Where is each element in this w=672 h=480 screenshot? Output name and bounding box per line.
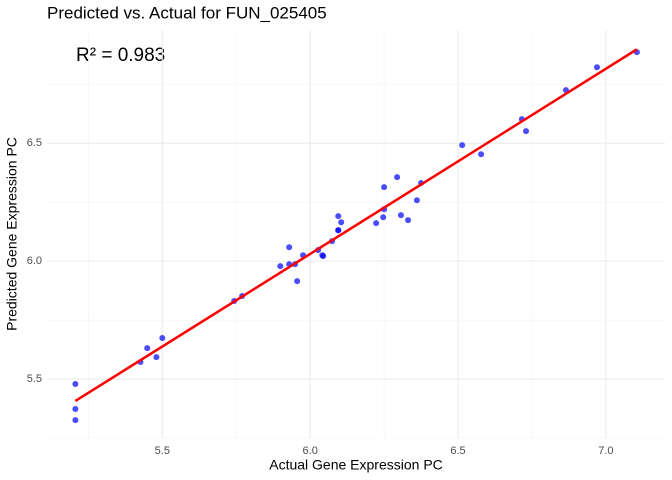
- point: [397, 212, 404, 219]
- point: [593, 64, 600, 71]
- x-tick-label: 6.5: [450, 445, 465, 457]
- point: [380, 214, 387, 221]
- point: [413, 197, 420, 204]
- fit-line: [74, 48, 638, 403]
- point: [459, 142, 466, 149]
- x-tick-label: 5.5: [155, 445, 170, 457]
- x-tick-label: 7.0: [598, 445, 613, 457]
- point: [394, 174, 401, 181]
- point: [153, 354, 160, 361]
- point: [159, 335, 166, 342]
- x-axis-label: Actual Gene Expression PC: [269, 457, 443, 473]
- point: [144, 345, 151, 352]
- y-axis-label: Predicted Gene Expression PC: [4, 137, 20, 331]
- y-tick-label: 6.0: [27, 255, 42, 267]
- point: [335, 227, 342, 234]
- point: [335, 213, 342, 220]
- x-tick-label: 6.0: [303, 445, 318, 457]
- annotation: R² = 0.983: [76, 45, 165, 66]
- point: [405, 217, 412, 224]
- y-tick-label: 6.5: [27, 137, 42, 149]
- point: [72, 417, 79, 424]
- point: [294, 278, 301, 285]
- point: [277, 263, 284, 270]
- point: [72, 380, 79, 387]
- y-tick-label: 5.5: [27, 373, 42, 385]
- point: [523, 128, 530, 135]
- point: [320, 253, 327, 260]
- point: [286, 244, 293, 251]
- point: [72, 405, 79, 412]
- point: [381, 184, 388, 191]
- point: [478, 151, 485, 158]
- chart-title: Predicted vs. Actual for FUN_025405: [47, 3, 327, 22]
- point: [373, 220, 380, 227]
- point: [338, 219, 345, 226]
